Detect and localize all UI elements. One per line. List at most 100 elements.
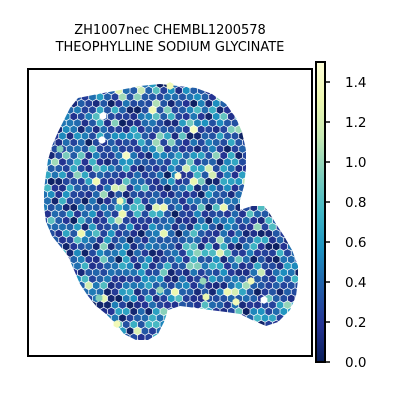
- colorbar-tick-label: 0.8: [345, 195, 366, 211]
- hex-spot: [291, 249, 298, 257]
- hex-spot: [130, 307, 138, 316]
- hex-spot: [257, 216, 265, 225]
- hex-spot: [190, 242, 198, 251]
- hex-spot: [96, 249, 104, 257]
- hex-spot: [89, 210, 96, 218]
- hex-spot: [242, 333, 250, 340]
- hex-spot: [77, 112, 85, 121]
- hex-spot: [104, 314, 111, 322]
- hex-spot: [254, 301, 261, 309]
- hex-spot: [194, 197, 201, 205]
- hex-spot: [186, 301, 194, 309]
- hex-spot: [85, 125, 93, 134]
- hex-spot: [201, 262, 209, 270]
- hex-spot: [231, 210, 239, 218]
- hex-spot: [122, 177, 130, 186]
- hex-spot: [137, 268, 145, 277]
- hex-spot: [92, 164, 100, 173]
- hex-spot: [160, 164, 168, 173]
- hex-spot: [66, 249, 74, 257]
- hex-spot: [96, 197, 104, 205]
- hex-spot: [205, 138, 213, 147]
- hex-spot: [272, 151, 280, 160]
- hex-spot: [171, 223, 179, 231]
- hex-spot: [224, 275, 231, 283]
- hex-spot: [107, 333, 115, 340]
- hex-spot: [190, 112, 198, 121]
- hex-spot: [66, 275, 74, 283]
- hex-spot: [227, 242, 235, 251]
- hex-spot: [246, 197, 254, 205]
- hex-spot: [265, 164, 273, 173]
- hex-spot: [145, 229, 153, 238]
- hex-spot: [167, 294, 175, 303]
- hex-spot: [122, 268, 130, 277]
- hex-spot: [167, 255, 175, 264]
- hex-spot: [287, 268, 295, 277]
- hex-spot: [130, 164, 138, 173]
- hex-spot: [44, 177, 48, 186]
- hex-spot: [201, 132, 209, 140]
- hex-spot: [175, 333, 183, 340]
- hex-spot: [145, 112, 153, 121]
- hex-spot: [107, 203, 115, 212]
- hex-spot: [182, 164, 190, 173]
- hex-spot: [141, 197, 149, 205]
- hex-spot: [104, 119, 111, 127]
- hex-spot: [269, 249, 276, 257]
- hex-spot: [190, 190, 198, 199]
- hex-spot: [55, 242, 63, 251]
- hex-spot: [66, 236, 74, 244]
- hex-spot: [51, 119, 59, 127]
- hex-spot: [254, 223, 261, 231]
- hex-spot: [44, 249, 51, 257]
- hex-spot: [194, 249, 201, 257]
- hex-spot: [179, 145, 186, 153]
- hex-spot: [152, 333, 160, 340]
- hex-spot: [246, 106, 254, 114]
- hex-spot: [265, 307, 273, 316]
- hex-spot: [115, 281, 123, 290]
- hex-spot: [122, 99, 130, 108]
- hex-spot: [55, 190, 63, 199]
- hex-spot: [149, 197, 156, 205]
- hex-spot: [137, 229, 145, 238]
- hex-spot: [224, 301, 231, 309]
- hex-spot: [276, 197, 284, 205]
- hex-spot: [272, 203, 280, 212]
- hex-spot: [164, 288, 171, 296]
- hex-spot: [209, 301, 216, 309]
- hex-spot: [119, 145, 126, 153]
- hex-spot: [242, 151, 250, 160]
- hex-spot: [81, 236, 89, 244]
- colorbar-tick-label: 0.6: [345, 235, 366, 251]
- hex-spot: [194, 288, 201, 296]
- hex-spot: [89, 171, 96, 179]
- hex-spot: [231, 288, 239, 296]
- hex-spot: [242, 99, 250, 108]
- hex-spot: [182, 190, 190, 199]
- hex-spot: [205, 255, 213, 264]
- hex-spot: [257, 112, 265, 121]
- hex-spot: [160, 86, 168, 95]
- hex-spot: [149, 184, 156, 192]
- hex-spot: [179, 223, 186, 231]
- hex-spot: [115, 203, 123, 212]
- hex-spot: [205, 86, 213, 95]
- hex-spot: [62, 294, 70, 303]
- hex-spot: [231, 132, 239, 140]
- hex-spot: [137, 112, 145, 121]
- hex-spot: [175, 125, 183, 134]
- hex-spot: [85, 255, 93, 264]
- hex-spot: [250, 242, 258, 251]
- hex-spot: [126, 197, 134, 205]
- hex-spot: [179, 158, 186, 166]
- hex-spot: [37, 93, 44, 101]
- hex-spot: [47, 177, 55, 186]
- hex-spot: [272, 281, 280, 290]
- hex-spot: [186, 93, 194, 101]
- hex-spot: [190, 229, 198, 238]
- hex-spot: [209, 145, 216, 153]
- hex-spot: [104, 262, 111, 270]
- hex-spot: [152, 190, 160, 199]
